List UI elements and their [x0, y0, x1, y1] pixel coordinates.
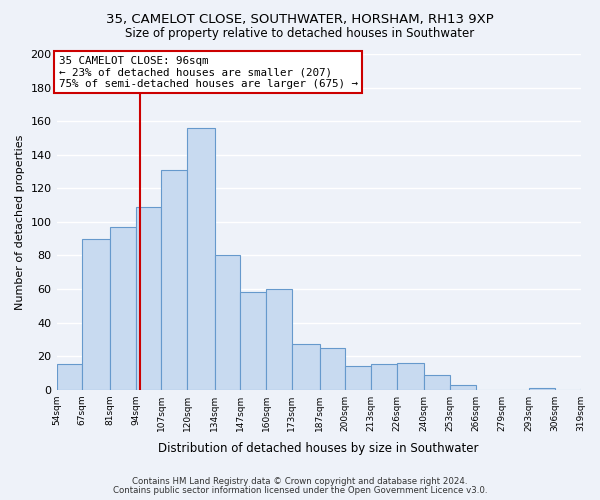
Bar	[450, 384, 476, 390]
Bar	[187, 128, 215, 390]
Bar	[266, 289, 292, 390]
Bar	[215, 256, 241, 390]
Bar	[424, 374, 450, 390]
Bar	[397, 363, 424, 390]
Bar	[56, 364, 82, 390]
Y-axis label: Number of detached properties: Number of detached properties	[15, 134, 25, 310]
Bar	[320, 348, 345, 390]
Bar	[529, 388, 555, 390]
X-axis label: Distribution of detached houses by size in Southwater: Distribution of detached houses by size …	[158, 442, 479, 455]
Text: 35 CAMELOT CLOSE: 96sqm
← 23% of detached houses are smaller (207)
75% of semi-d: 35 CAMELOT CLOSE: 96sqm ← 23% of detache…	[59, 56, 358, 89]
Bar	[110, 227, 136, 390]
Bar	[161, 170, 187, 390]
Bar	[136, 206, 161, 390]
Text: Contains public sector information licensed under the Open Government Licence v3: Contains public sector information licen…	[113, 486, 487, 495]
Text: Size of property relative to detached houses in Southwater: Size of property relative to detached ho…	[125, 28, 475, 40]
Text: 35, CAMELOT CLOSE, SOUTHWATER, HORSHAM, RH13 9XP: 35, CAMELOT CLOSE, SOUTHWATER, HORSHAM, …	[106, 12, 494, 26]
Bar	[371, 364, 397, 390]
Bar	[345, 366, 371, 390]
Text: Contains HM Land Registry data © Crown copyright and database right 2024.: Contains HM Land Registry data © Crown c…	[132, 477, 468, 486]
Bar	[581, 388, 600, 390]
Bar	[241, 292, 266, 390]
Bar	[82, 238, 110, 390]
Bar	[292, 344, 320, 390]
